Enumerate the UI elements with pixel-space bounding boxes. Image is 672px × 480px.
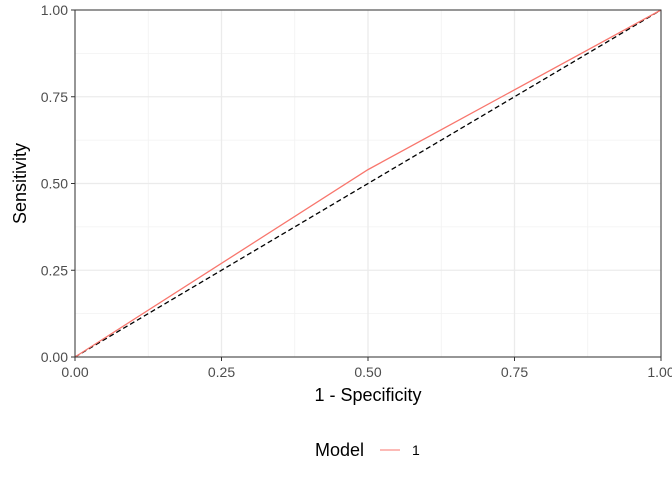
y-axis-title: Sensitivity xyxy=(10,143,30,224)
x-axis-title: 1 - Specificity xyxy=(314,385,421,405)
y-tick-label: 0.50 xyxy=(41,176,68,192)
legend: Model 1 xyxy=(315,440,420,460)
x-tick-label: 1.00 xyxy=(647,364,672,380)
legend-label-series-1: 1 xyxy=(412,442,420,458)
x-tick-label: 0.00 xyxy=(61,364,88,380)
y-tick-label: 0.25 xyxy=(41,262,68,278)
x-tick-label: 0.25 xyxy=(208,364,235,380)
reference-diagonal-line xyxy=(74,9,662,358)
y-tick-label: 1.00 xyxy=(41,2,68,18)
y-tick-label: 0.75 xyxy=(41,89,68,105)
axis-tick-labels: 0.00 0.25 0.50 0.75 1.00 0.00 0.25 0.50 0.75 1.00 xyxy=(41,2,672,380)
data-lines xyxy=(74,9,662,358)
x-tick-label: 0.75 xyxy=(501,364,528,380)
y-tick-label: 0.00 xyxy=(41,349,68,365)
legend-title: Model xyxy=(315,440,364,460)
x-tick-label: 0.50 xyxy=(354,364,381,380)
axis-ticks xyxy=(71,9,662,361)
series-line-1 xyxy=(74,9,662,358)
